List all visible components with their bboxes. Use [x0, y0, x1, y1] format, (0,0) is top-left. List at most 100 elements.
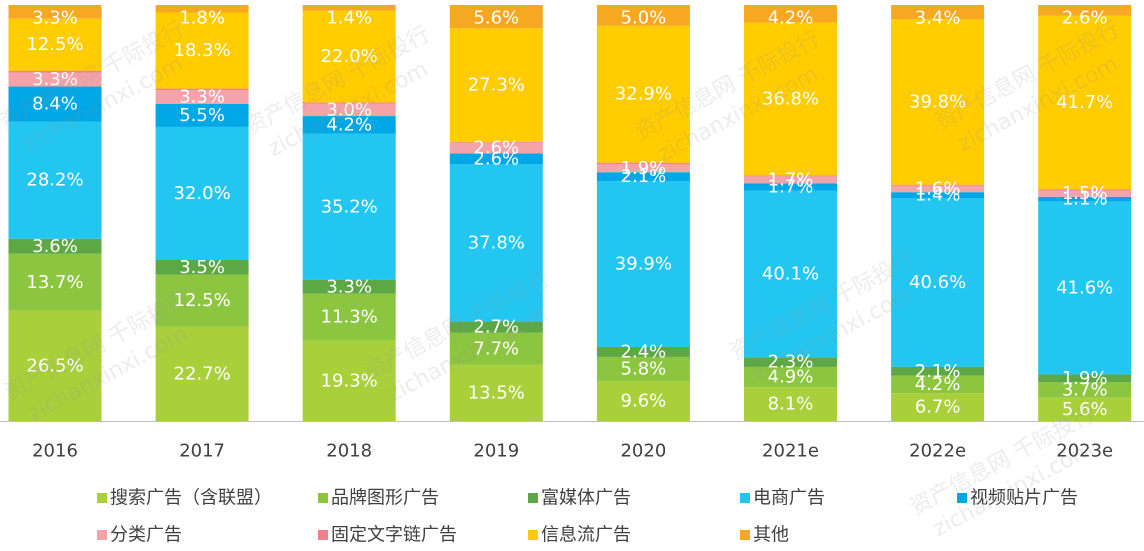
bar-segment-s4-2017: [155, 104, 249, 127]
data-label-s8-2023e: 2.6%: [1062, 8, 1108, 29]
data-label-s2-2019: 2.7%: [473, 317, 519, 338]
data-label-s8-2016: 3.3%: [32, 8, 78, 29]
bar-segment-s2-2016: [8, 238, 102, 254]
bar-segment-s3-2020: [596, 180, 690, 347]
legend-item-4: 视频贴片广告: [957, 488, 1078, 509]
legend-item-5: 分类广告: [97, 525, 182, 546]
bar-segment-s0-2023e: [1038, 397, 1132, 421]
bar-segment-s2-2017: [155, 260, 249, 275]
bar-segment-s3-2017: [155, 126, 249, 261]
bar-segment-s7-2016: [8, 18, 102, 71]
data-label-s4-2023e: 1.1%: [1062, 189, 1108, 210]
x-tick-label-2018: 2018: [326, 441, 372, 462]
data-label-s4-2022e: 1.4%: [915, 185, 961, 206]
legend-label: 分类广告: [110, 525, 182, 546]
data-label-s8-2018: 1.4%: [326, 8, 372, 29]
bar-segment-s7-2019: [449, 28, 543, 142]
data-label-s5-2017: 3.3%: [179, 87, 225, 108]
x-tick-label-2017: 2017: [179, 441, 225, 462]
data-label-s3-2019: 37.8%: [468, 233, 525, 254]
bar-segment-s4-2022e: [891, 192, 985, 199]
legend-label: 视频贴片广告: [970, 488, 1078, 509]
bar-segment-s6-2020: [596, 162, 690, 165]
legend-swatch: [528, 530, 538, 540]
x-tick-label-2023e: 2023e: [1056, 441, 1113, 462]
x-axis: 2016 2017 2018 2019 2020 2021e 2022e 2023e: [0, 421, 1144, 462]
legend-label: 信息流广告: [541, 525, 631, 546]
bar-segment-s4-2019: [449, 153, 543, 165]
data-label-s4-2020: 2.1%: [621, 166, 667, 187]
bar-segment-s2-2018: [302, 279, 396, 294]
data-label-s5-2023e: 1.5%: [1062, 183, 1108, 204]
data-label-s5-2016: 3.3%: [32, 69, 78, 90]
bar-segment-s0-2016: [8, 310, 102, 421]
data-label-s5-2021e: 1.7%: [768, 169, 814, 190]
data-label-s7-2022e: 39.8%: [909, 91, 966, 112]
data-label-s3-2021e: 40.1%: [762, 263, 819, 284]
bar-segment-s8-2016: [8, 5, 102, 19]
bar-segment-s0-2019: [449, 364, 543, 421]
bar-segment-s2-2023e: [1038, 374, 1132, 383]
data-label-s7-2019: 27.3%: [468, 75, 525, 96]
data-label-s2-2018: 3.3%: [326, 276, 372, 297]
bar-segment-s2-2022e: [891, 366, 985, 376]
bar-segment-s1-2020: [596, 356, 690, 382]
data-label-s5-2022e: 1.6%: [915, 178, 961, 199]
data-label-s5-2020: 1.9%: [621, 158, 667, 179]
bar-segment-s5-2022e: [891, 185, 985, 193]
bar-segment-s4-2021e: [744, 183, 837, 191]
data-label-s7-2017: 18.3%: [174, 40, 231, 61]
data-label-s7-2020: 32.9%: [615, 84, 672, 105]
data-label-s5-2018: 3.0%: [326, 99, 372, 120]
data-label-s1-2023e: 3.7%: [1062, 380, 1108, 401]
bar-segment-s6-2021e: [744, 175, 837, 177]
bar-segment-s0-2022e: [891, 393, 985, 421]
legend-swatch: [740, 493, 750, 503]
data-label-s1-2019: 7.7%: [473, 338, 519, 359]
bar-segment-s8-2021e: [744, 5, 837, 23]
bar-segment-s5-2021e: [744, 176, 837, 184]
data-label-s4-2019: 2.6%: [473, 148, 519, 169]
legend-item-3: 电商广告: [740, 488, 825, 509]
data-label-s0-2023e: 5.6%: [1062, 399, 1108, 420]
bar-segment-s5-2016: [8, 72, 102, 87]
data-label-s4-2021e: 1.7%: [768, 177, 814, 198]
data-label-s2-2016: 3.6%: [32, 236, 78, 257]
data-label-s0-2019: 13.5%: [468, 382, 525, 403]
data-label-s2-2021e: 2.3%: [768, 352, 814, 373]
bar-segment-s5-2020: [596, 164, 690, 173]
bar-segment-s8-2020: [596, 5, 690, 26]
legend-label: 富媒体广告: [541, 488, 631, 509]
x-tick-label-2021e: 2021e: [762, 441, 819, 462]
data-label-s7-2023e: 41.7%: [1056, 92, 1113, 113]
data-label-s1-2018: 11.3%: [321, 307, 378, 328]
data-label-s0-2018: 19.3%: [321, 370, 378, 391]
data-label-s2-2020: 2.4%: [621, 341, 667, 362]
data-label-s4-2018: 4.2%: [326, 114, 372, 135]
data-label-s1-2021e: 4.9%: [768, 367, 814, 388]
bar-segment-s4-2023e: [1038, 196, 1132, 202]
bar-segment-s1-2016: [8, 253, 102, 311]
legend-swatch: [740, 530, 750, 540]
data-label-s5-2019: 2.6%: [473, 138, 519, 159]
bar-segment-s6-2018: [302, 102, 396, 104]
x-tick-label-2016: 2016: [32, 441, 78, 462]
data-label-s1-2017: 12.5%: [174, 290, 231, 311]
x-tick-label-2022e: 2022e: [909, 441, 966, 462]
bar-segment-s0-2018: [302, 340, 396, 421]
bar-segment-s4-2016: [8, 86, 102, 122]
data-label-s8-2020: 5.0%: [621, 8, 667, 29]
data-label-s2-2017: 3.5%: [179, 257, 225, 278]
bar-segment-s6-2016: [8, 70, 102, 73]
data-label-s0-2017: 22.7%: [174, 363, 231, 384]
data-labels: 26.5% 13.7% 3.6% 28.2% 8.4% 3.3% 12.5% 3.3% 22.7…: [26, 8, 1113, 420]
bar-segment-s1-2023e: [1038, 382, 1132, 398]
bar-segment-s7-2018: [302, 10, 396, 103]
data-label-s0-2016: 26.5%: [26, 355, 83, 376]
data-label-s2-2023e: 1.9%: [1062, 368, 1108, 389]
bar-segment-s3-2023e: [1038, 201, 1132, 375]
bar-segment-s6-2017: [155, 88, 249, 91]
legend-swatch: [318, 493, 328, 503]
